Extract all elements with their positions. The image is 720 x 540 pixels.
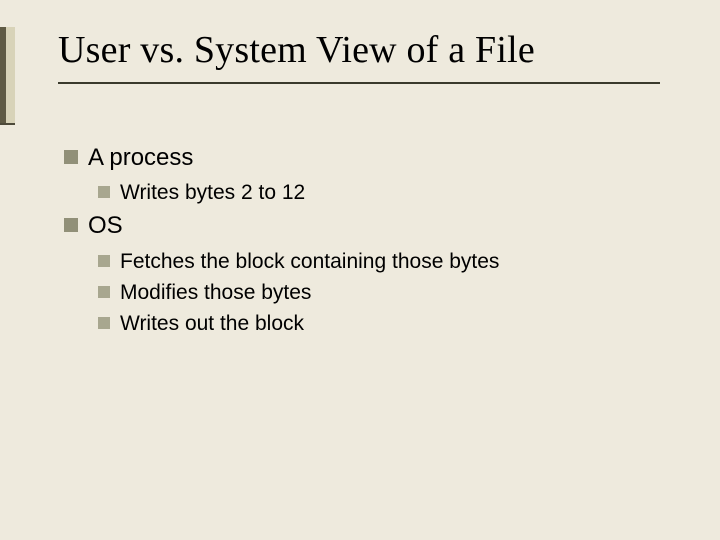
bullet-l1: OS — [64, 210, 664, 241]
bullet-l2: Modifies those bytes — [98, 279, 664, 306]
bullet-text: Writes bytes 2 to 12 — [120, 179, 664, 206]
square-bullet-icon — [98, 286, 110, 298]
bullet-l2: Writes out the block — [98, 310, 664, 337]
bullet-text: A process — [88, 142, 664, 173]
square-bullet-icon — [98, 255, 110, 267]
bullet-l2: Writes bytes 2 to 12 — [98, 179, 664, 206]
bullet-text: Modifies those bytes — [120, 279, 664, 306]
slide-content: A process Writes bytes 2 to 12 OS Fetche… — [64, 142, 664, 342]
bullet-l2: Fetches the block containing those bytes — [98, 248, 664, 275]
bullet-text: OS — [88, 210, 664, 241]
square-bullet-icon — [64, 150, 78, 164]
slide: User vs. System View of a File A process… — [0, 0, 720, 540]
square-bullet-icon — [64, 218, 78, 232]
slide-title: User vs. System View of a File — [58, 28, 535, 72]
bullet-l1: A process — [64, 142, 664, 173]
bullet-text: Fetches the block containing those bytes — [120, 248, 664, 275]
left-accent-light — [6, 27, 15, 123]
title-underline — [58, 82, 660, 84]
square-bullet-icon — [98, 186, 110, 198]
left-accent-rule — [0, 123, 15, 125]
bullet-text: Writes out the block — [120, 310, 664, 337]
square-bullet-icon — [98, 317, 110, 329]
